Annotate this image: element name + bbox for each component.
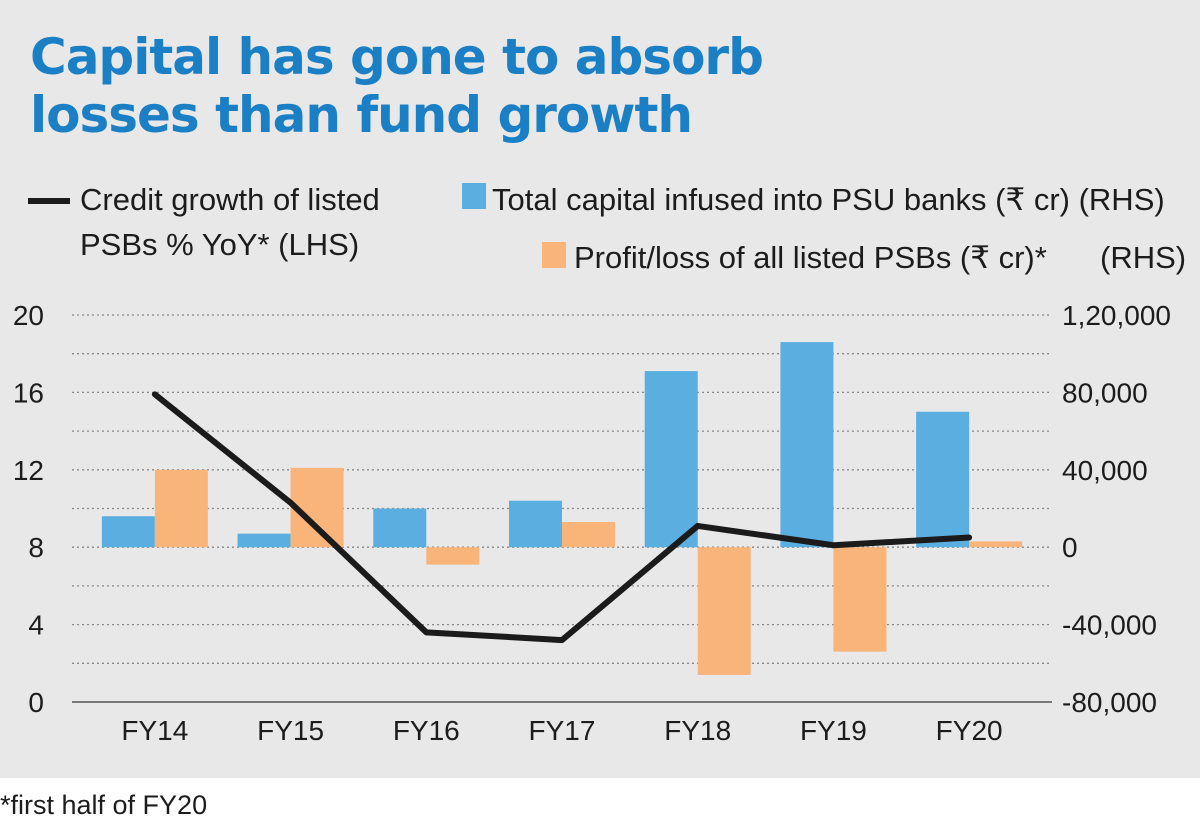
bar-profit-FY19: [833, 547, 887, 652]
left-tick-label: 20: [13, 300, 44, 331]
right-tick-label: 40,000: [1062, 455, 1148, 486]
legend-line-label-1: Credit growth of listed: [80, 182, 380, 217]
left-tick-label: 4: [28, 610, 44, 641]
bar-capital-FY15: [237, 533, 291, 548]
category-label-FY14: FY14: [121, 715, 188, 746]
category-label-FY17: FY17: [529, 715, 596, 746]
legend-line-marker: [28, 198, 70, 204]
right-tick-label: -80,000: [1062, 687, 1157, 718]
category-label-FY15: FY15: [257, 715, 324, 746]
bar-profit-FY18: [697, 547, 751, 675]
bar-capital-FY18: [644, 371, 698, 548]
category-label-FY19: FY19: [800, 715, 867, 746]
bar-profit-FY17: [562, 522, 615, 548]
legend-profit-label: Profit/loss of all listed PSBs (₹ cr)*: [574, 240, 1047, 275]
category-label-FY20: FY20: [936, 715, 1003, 746]
chart-title: Capital has gone to absorb losses than f…: [30, 28, 764, 144]
category-label-FY18: FY18: [664, 715, 731, 746]
bar-capital-FY14: [101, 516, 155, 548]
bar-capital-FY16: [373, 508, 427, 548]
left-tick-label: 16: [13, 377, 44, 408]
bar-profit-FY16: [426, 547, 480, 565]
legend-profit-swatch: [542, 242, 566, 268]
footnote: *first half of FY20: [0, 790, 208, 820]
legend-line-label-2: PSBs % YoY* (LHS): [80, 227, 360, 262]
credit-growth-line: [151, 391, 973, 644]
bar-profit-FY20: [969, 541, 1023, 548]
legend-capital-label: Total capital infused into PSU banks (₹ …: [492, 182, 1165, 217]
legend-profit-axis-label: (RHS): [1100, 240, 1187, 275]
left-tick-label: 12: [13, 455, 44, 486]
left-tick-label: 0: [28, 687, 44, 718]
chart-panel: [0, 0, 1200, 778]
right-tick-label: 0: [1062, 532, 1078, 563]
right-tick-label: -40,000: [1062, 610, 1157, 641]
right-tick-label: 80,000: [1062, 377, 1148, 408]
category-label-FY16: FY16: [393, 715, 460, 746]
bar-profit-FY14: [154, 469, 208, 548]
bar-capital-FY20: [916, 411, 970, 548]
right-tick-label: 1,20,000: [1062, 300, 1171, 331]
left-tick-label: 8: [28, 532, 44, 563]
bar-capital-FY17: [509, 500, 562, 548]
legend-capital-swatch: [462, 183, 486, 209]
bar-capital-FY19: [780, 342, 834, 548]
